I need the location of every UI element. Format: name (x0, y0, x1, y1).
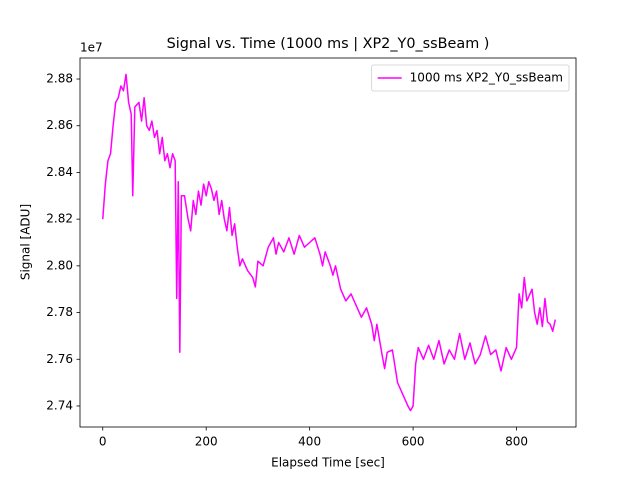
y-tick-label: 2.78 (46, 305, 73, 319)
plot-frame (79, 57, 577, 428)
y-tick-label: 2.86 (46, 118, 73, 132)
legend-label: 1000 ms XP2_Y0_ssBeam (410, 71, 563, 85)
x-tick-label: 600 (402, 435, 425, 449)
y-tick-label: 2.88 (46, 72, 73, 86)
y-tick-label: 2.82 (46, 212, 73, 226)
chart-title: Signal vs. Time (1000 ms | XP2_Y0_ssBeam… (167, 36, 490, 52)
y-tick-label: 2.80 (46, 258, 73, 272)
legend-box (371, 64, 570, 92)
y-tick-label: 2.74 (46, 398, 73, 412)
data-line (102, 73, 557, 412)
legend: 1000 ms XP2_Y0_ssBeam (371, 64, 570, 92)
x-tick-label: 200 (195, 435, 218, 449)
y-offset-label: 1e7 (80, 41, 103, 55)
x-tick-label: 400 (298, 435, 321, 449)
x-tick-label: 800 (505, 435, 528, 449)
x-axis-label: Elapsed Time [sec] (271, 456, 385, 470)
x-tick-label: 0 (99, 435, 107, 449)
y-tick-label: 2.76 (46, 352, 73, 366)
y-axis-label: Signal [ADU] (19, 204, 33, 280)
y-tick-label: 2.84 (46, 165, 73, 179)
